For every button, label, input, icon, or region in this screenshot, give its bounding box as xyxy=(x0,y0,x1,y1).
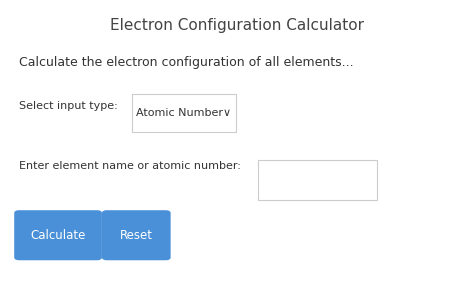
Text: Select input type:: Select input type: xyxy=(19,101,118,111)
FancyBboxPatch shape xyxy=(14,210,102,260)
Text: Calculate the electron configuration of all elements...: Calculate the electron configuration of … xyxy=(19,56,354,69)
Text: Calculate: Calculate xyxy=(30,229,86,242)
FancyBboxPatch shape xyxy=(132,94,236,132)
Text: Reset: Reset xyxy=(120,229,153,242)
Text: Electron Configuration Calculator: Electron Configuration Calculator xyxy=(110,18,364,33)
Text: Atomic Number∨: Atomic Number∨ xyxy=(137,108,231,118)
FancyBboxPatch shape xyxy=(102,210,171,260)
Text: Enter element name or atomic number:: Enter element name or atomic number: xyxy=(19,161,241,171)
FancyBboxPatch shape xyxy=(258,160,377,200)
